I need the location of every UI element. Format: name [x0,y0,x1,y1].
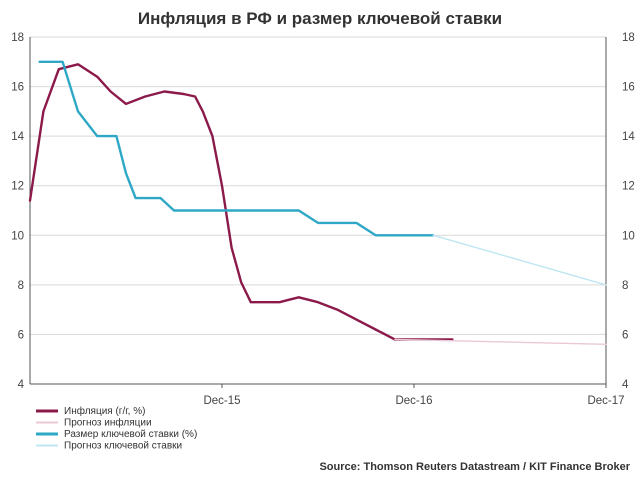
y-right-tick-label: 6 [622,329,628,341]
chart-title: Инфляция в РФ и размер ключевой ставки [138,9,502,28]
x-tick-label: Dec-16 [395,395,432,407]
legend-label: Размер ключевой ставки (%) [64,429,197,440]
y-axis-right-tick-labels: 4 6 8 10 12 14 16 18 [622,32,635,391]
series-line-1 [28,63,454,341]
legend: Инфляция (г/г, %)Прогноз инфляцииРазмер … [36,405,197,452]
series [28,60,607,345]
y-left-tick-label: 6 [18,329,24,341]
y-left-tick-label: 4 [18,379,25,391]
legend-label: Инфляция (г/г, %) [64,405,145,417]
x-tick-label: Dec-17 [587,395,624,407]
y-left-tick-label: 16 [11,82,24,94]
y-right-tick-label: 18 [622,32,635,44]
y-axis-left-tick-labels: 4 6 8 10 12 14 16 18 [11,32,24,391]
y-left-tick-label: 18 [11,32,24,44]
series-line-3 [38,60,435,237]
y-right-tick-label: 4 [622,379,629,391]
source-note: Source: Thomson Reuters Datastream / KIT… [319,461,630,473]
y-left-tick-label: 10 [11,230,24,242]
gridlines [30,36,606,385]
legend-label: Прогноз инфляции [64,417,152,429]
y-right-tick-label: 12 [622,181,635,193]
y-right-tick-label: 8 [622,280,628,292]
series-line-4 [432,234,607,286]
legend-label: Прогноз ключевой ставки [64,441,182,452]
y-right-tick-label: 10 [622,230,635,242]
y-left-tick-label: 14 [11,131,24,143]
x-axis-tick-labels: Dec-15 Dec-16 Dec-17 [203,395,624,407]
y-right-tick-label: 14 [622,131,635,143]
y-left-tick-label: 12 [11,181,24,193]
y-left-tick-label: 8 [18,280,24,292]
axes [29,37,607,388]
y-right-tick-label: 16 [622,82,635,94]
series-line-2 [394,338,607,345]
x-tick-label: Dec-15 [203,395,240,407]
